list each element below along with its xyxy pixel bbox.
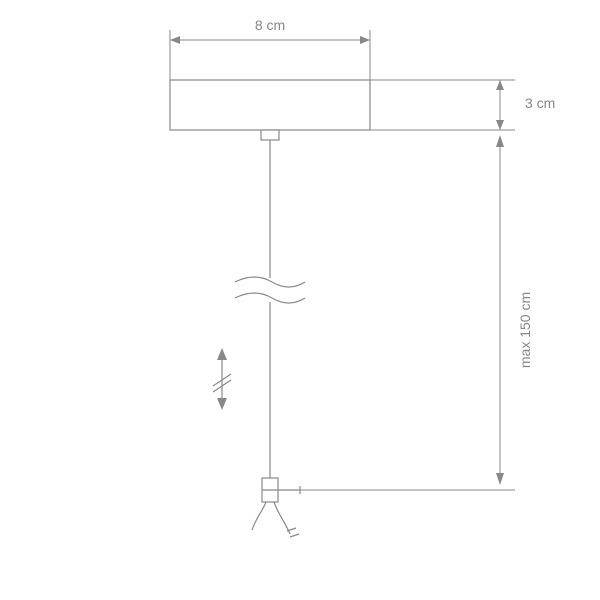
canopy [170,80,370,130]
label-canopy-h: 3 cm [525,95,555,111]
collar [261,130,279,140]
label-width: 8 cm [255,17,285,33]
label-cable-h: max 150 cm [517,292,533,368]
adjust-arrows [213,348,231,410]
dim-cable-h: max 150 cm [496,135,533,485]
dim-canopy-h: 3 cm [496,80,555,130]
diagram-stage: 8 cm 3 cm [0,0,600,600]
dim-right-extensions [278,80,515,490]
cable-break [235,277,305,303]
diagram-svg: 8 cm 3 cm [0,0,600,600]
dim-width: 8 cm [170,17,370,80]
wires [252,502,299,537]
